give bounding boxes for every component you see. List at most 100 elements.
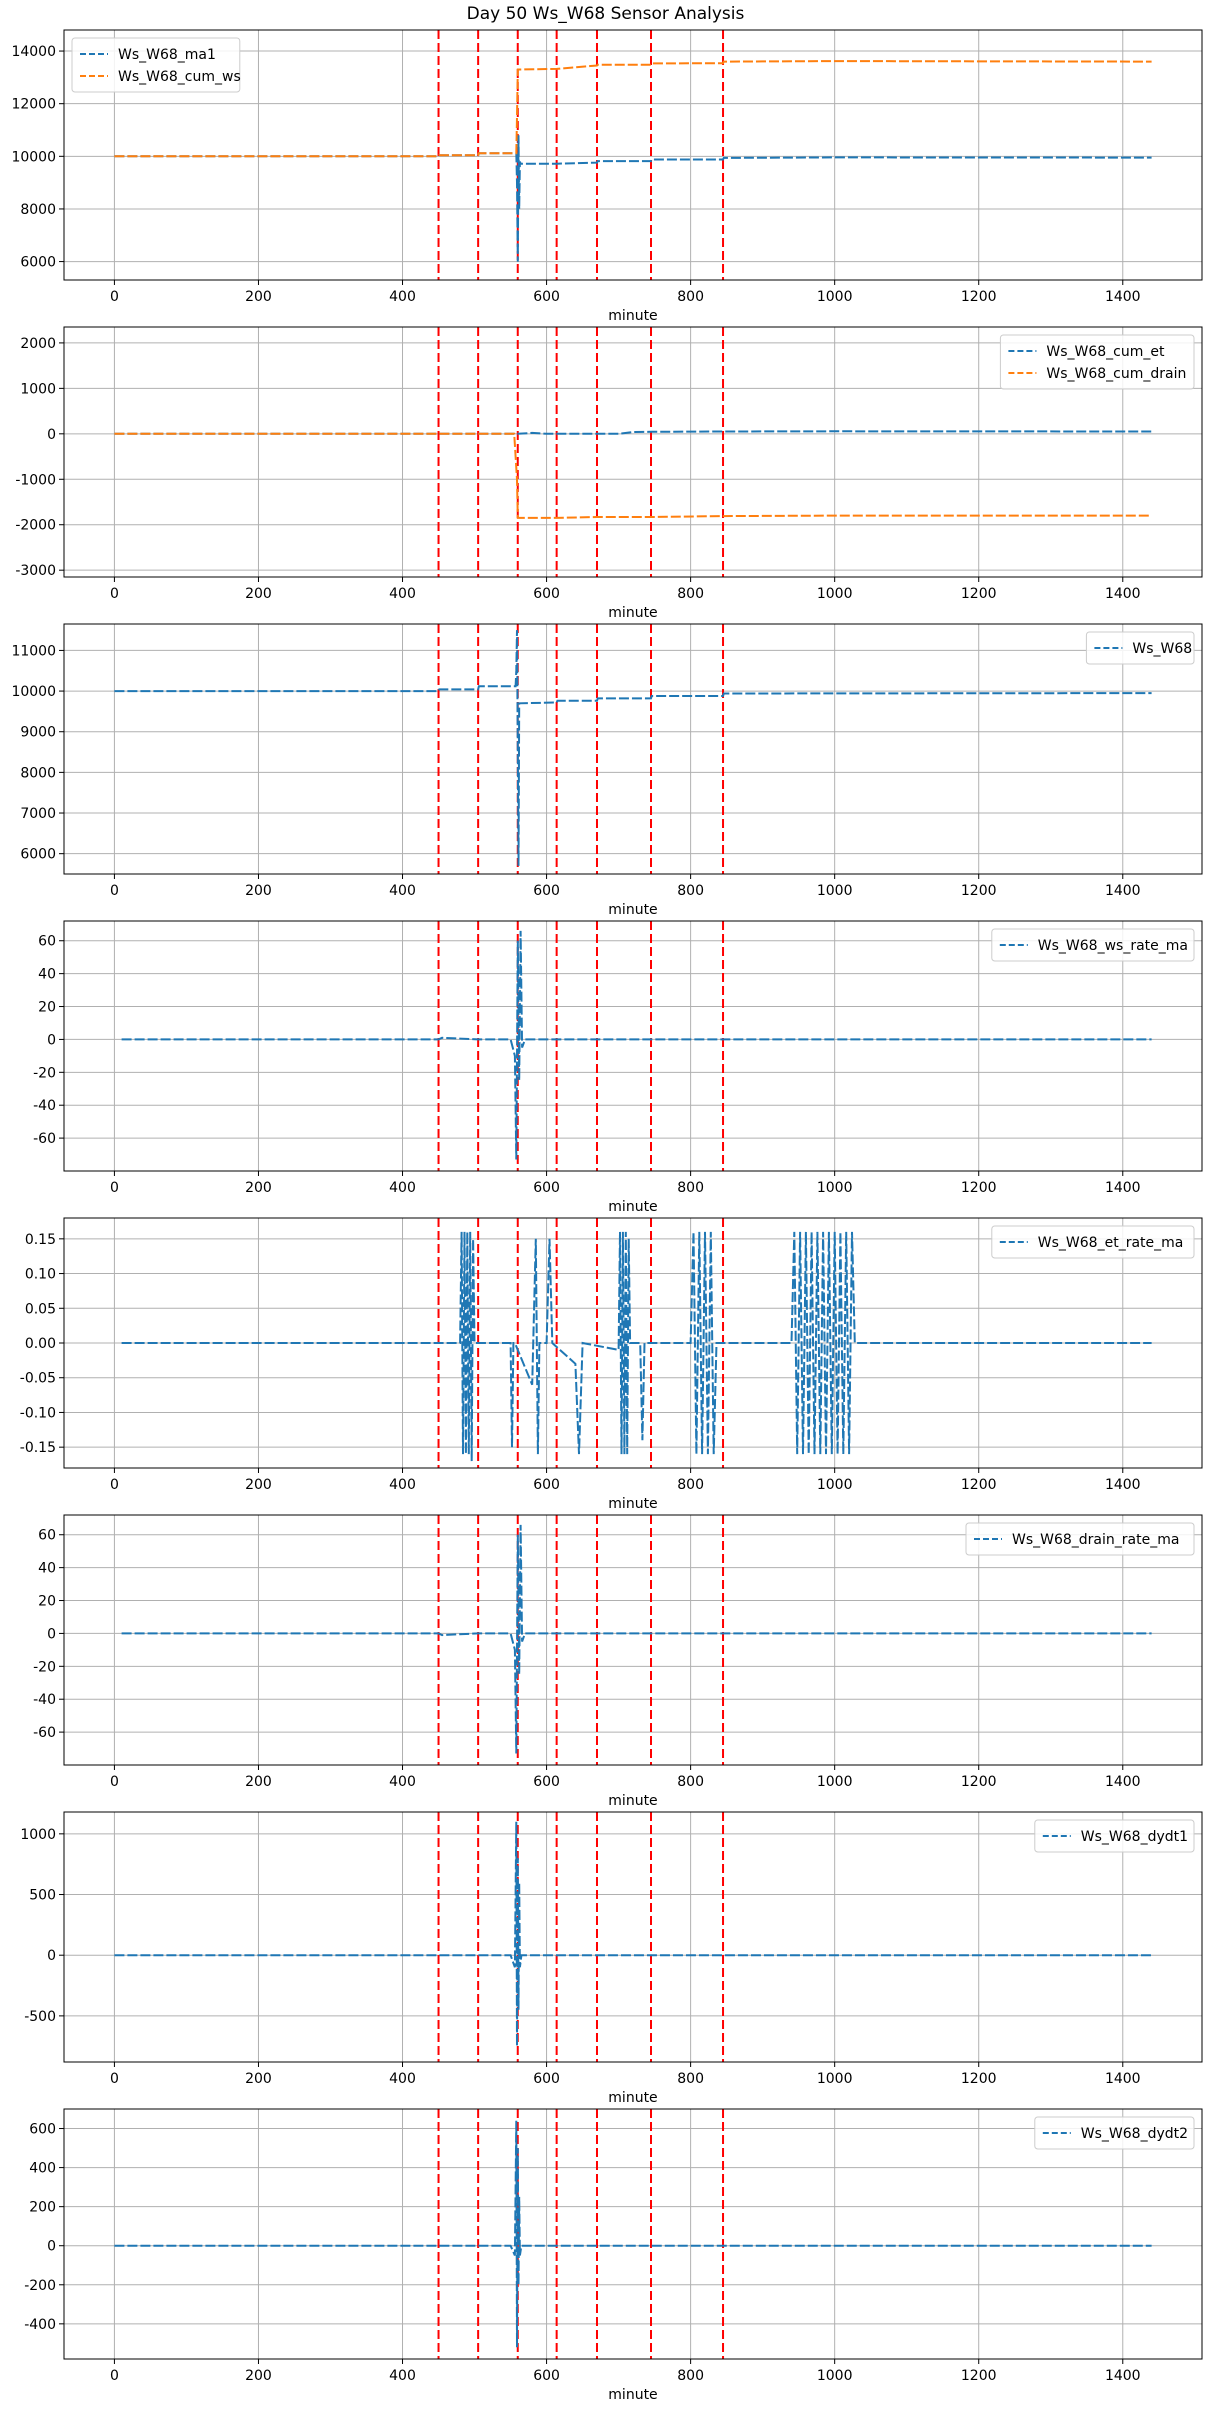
chart-panel-5: 0 200 400 600 800 1000 1200 1400 -0.15 -0.10 -0.05… (20, 1217, 1203, 1512)
series-line-Ws_W68_drain_rate_ma (121, 1524, 1152, 1754)
y-tick-label: -0.10 (20, 1405, 56, 1421)
y-tick-label: 1000 (20, 1827, 56, 1843)
x-tick-label: 800 (677, 2071, 704, 2087)
y-tick-label: 0 (47, 427, 56, 443)
y-tick-label: -1000 (15, 472, 56, 488)
series-line-Ws_W68_cum_ws (114, 60, 1152, 158)
x-tick-label: 400 (389, 2071, 416, 2087)
x-tick-label: 600 (533, 1774, 560, 1790)
x-tick-label: 200 (245, 586, 272, 602)
x-tick-label: 400 (389, 586, 416, 602)
chart-panel-1: 0 200 400 600 800 1000 1200 1400 6000 8000 10000 12… (11, 29, 1203, 324)
series-line-Ws_W68_dydt1 (114, 1821, 1152, 2047)
y-tick-label: -200 (24, 2278, 56, 2294)
y-tick-label: 14000 (11, 44, 56, 60)
y-tick-label: -0.15 (20, 1440, 56, 1456)
x-tick-label: 1000 (817, 1774, 853, 1790)
x-tick-label: 800 (677, 1477, 704, 1493)
y-tick-label: 11000 (11, 643, 56, 659)
y-tick-label: 0.05 (25, 1301, 56, 1317)
x-tick-label: 1400 (1105, 2368, 1141, 2384)
y-tick-label: -40 (33, 1098, 56, 1114)
x-tick-label: 600 (533, 586, 560, 602)
legend-box (991, 928, 1195, 962)
x-axis-label: minute (608, 1199, 657, 1215)
y-tick-label: -500 (24, 2009, 56, 2025)
y-tick-label: -60 (33, 1725, 56, 1741)
legend: Ws_W68_ws_rate_ma (991, 928, 1195, 962)
x-tick-label: 200 (245, 289, 272, 305)
legend-box (965, 1522, 1195, 1556)
legend: Ws_W68_dydt2 (1034, 2116, 1195, 2150)
x-tick-label: 200 (245, 2071, 272, 2087)
axes-frame (63, 1811, 1203, 2063)
x-axis-label: minute (608, 308, 657, 324)
legend-box (1034, 1819, 1195, 1853)
x-tick-label: 0 (110, 883, 119, 899)
y-tick-label: -3000 (15, 563, 56, 579)
x-tick-label: 1200 (961, 1774, 997, 1790)
y-tick-label: 20 (38, 1594, 56, 1610)
y-tick-label: -60 (33, 1131, 56, 1147)
y-tick-label: 0.00 (25, 1336, 56, 1352)
x-tick-label: 1400 (1105, 1180, 1141, 1196)
x-tick-label: 0 (110, 1180, 119, 1196)
x-tick-label: 1200 (961, 1180, 997, 1196)
y-tick-label: 40 (38, 1561, 56, 1577)
chart-panel-8: 0 200 400 600 800 1000 1200 1400 -400 -200 0 200 400… (24, 2108, 1203, 2403)
legend-box (71, 37, 241, 93)
legend-entry: Ws_W68 (1132, 641, 1192, 657)
x-tick-label: 400 (389, 1180, 416, 1196)
legend: Ws_W68_dydt1 (1034, 1819, 1195, 1853)
x-tick-label: 600 (533, 289, 560, 305)
x-tick-label: 0 (110, 2071, 119, 2087)
legend-box (999, 334, 1195, 390)
axes-frame (63, 2108, 1203, 2360)
y-tick-label: 0.10 (25, 1267, 56, 1283)
x-axis-label: minute (608, 902, 657, 918)
legend-entry: Ws_W68_cum_et (1046, 344, 1165, 360)
series-line-Ws_W68_cum_drain (114, 432, 1152, 519)
y-tick-label: -20 (33, 1065, 56, 1081)
chart-panel-6: 0 200 400 600 800 1000 1200 1400 -60 -40 -20 0 20 40 6… (33, 1514, 1203, 1809)
y-tick-label: 0.15 (25, 1232, 56, 1248)
legend-box (1085, 631, 1195, 665)
x-tick-label: 1400 (1105, 2071, 1141, 2087)
x-tick-label: 800 (677, 883, 704, 899)
x-tick-label: 1000 (817, 1477, 853, 1493)
y-tick-label: -0.05 (20, 1371, 56, 1387)
legend-entry: Ws_W68_et_rate_ma (1038, 1235, 1184, 1251)
x-tick-label: 1200 (961, 2071, 997, 2087)
legend-box (1034, 2116, 1195, 2150)
x-tick-label: 800 (677, 289, 704, 305)
y-tick-label: 40 (38, 967, 56, 983)
x-tick-label: 800 (677, 586, 704, 602)
y-tick-label: 6000 (20, 255, 56, 271)
y-tick-label: 10000 (11, 684, 56, 700)
y-tick-label: 2000 (20, 336, 56, 352)
x-tick-label: 600 (533, 883, 560, 899)
x-tick-label: 600 (533, 2071, 560, 2087)
y-tick-label: 10000 (11, 149, 56, 165)
y-tick-label: -40 (33, 1692, 56, 1708)
legend-entry: Ws_W68_ws_rate_ma (1038, 938, 1188, 954)
x-tick-label: 1000 (817, 883, 853, 899)
y-tick-label: 500 (29, 1888, 56, 1904)
x-tick-label: 1400 (1105, 1774, 1141, 1790)
legend-entry: Ws_W68_dydt2 (1081, 2126, 1188, 2142)
x-tick-label: 0 (110, 1477, 119, 1493)
x-tick-label: 400 (389, 1774, 416, 1790)
x-tick-label: 400 (389, 1477, 416, 1493)
x-tick-label: 200 (245, 883, 272, 899)
y-tick-label: -20 (33, 1659, 56, 1675)
y-tick-label: -400 (24, 2317, 56, 2333)
y-tick-label: 1000 (20, 381, 56, 397)
y-tick-label: 600 (29, 2122, 56, 2138)
series-line-Ws_W68_cum_et (114, 430, 1152, 435)
legend-entry: Ws_W68_cum_drain (1046, 366, 1186, 382)
axes-frame (63, 29, 1203, 281)
y-tick-label: 6000 (20, 847, 56, 863)
legend-box (991, 1225, 1195, 1259)
y-tick-label: 9000 (20, 725, 56, 741)
